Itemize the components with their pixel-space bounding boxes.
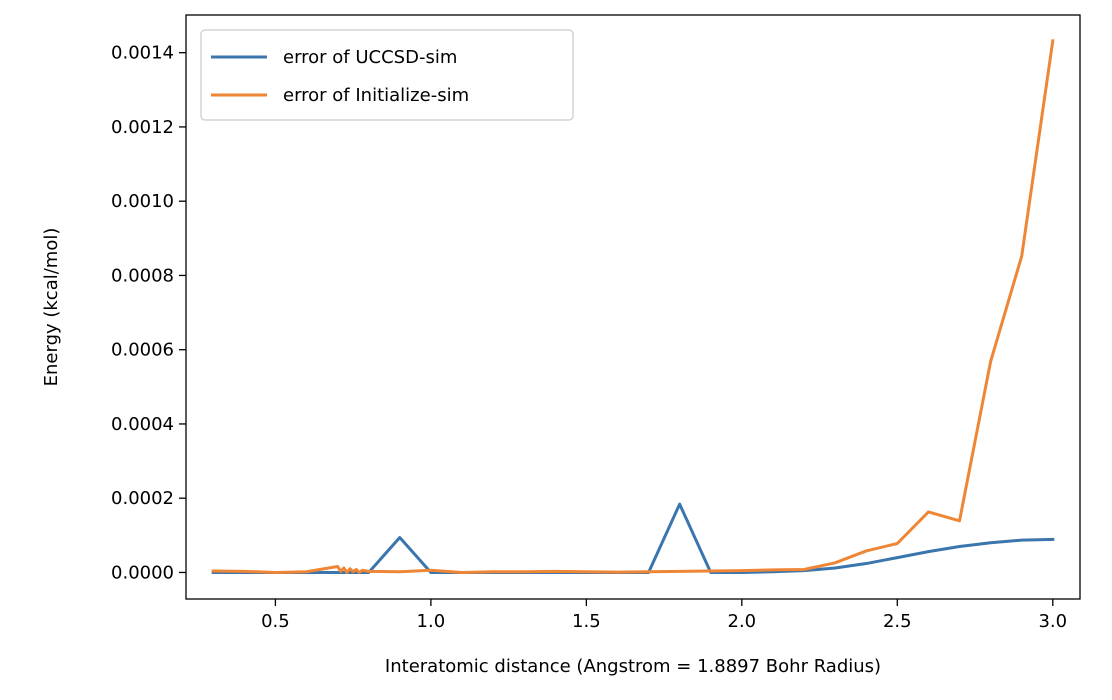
y-tick-label: 0.0000 — [111, 562, 174, 583]
x-axis-label: Interatomic distance (Angstrom = 1.8897 … — [385, 656, 881, 677]
y-tick-label: 0.0014 — [111, 43, 174, 64]
y-axis-label: Energy (kcal/mol) — [41, 228, 62, 387]
y-tick-label: 0.0010 — [111, 191, 174, 212]
x-tick-label: 3.0 — [1038, 611, 1067, 632]
x-tick-label: 1.0 — [417, 611, 446, 632]
x-tick-label: 0.5 — [261, 611, 290, 632]
series-layer — [211, 39, 1055, 574]
legend: error of UCCSD-sim error of Initialize-si… — [200, 29, 574, 121]
legend-label-0: error of UCCSD-sim — [283, 47, 457, 68]
x-tick-label: 2.5 — [883, 611, 912, 632]
y-tick-label: 0.0002 — [111, 488, 174, 509]
plot-frame — [185, 14, 1081, 600]
y-tick-label: 0.0004 — [111, 414, 174, 435]
legend-box — [200, 29, 574, 121]
y-tick-label: 0.0006 — [111, 340, 174, 361]
y-axis: 0.0000 0.0002 0.0004 0.0006 0.0008 0.0010 0.00… — [111, 43, 186, 583]
y-tick-label: 0.0012 — [111, 117, 174, 138]
x-tick-label: 2.0 — [728, 611, 757, 632]
x-axis: 0.5 1.0 1.5 2.0 2.5 3.0 — [261, 599, 1067, 632]
x-tick-label: 1.5 — [572, 611, 601, 632]
y-tick-label: 0.0008 — [111, 265, 174, 286]
legend-label-1: error of Initialize-sim — [283, 85, 469, 106]
series-line-1 — [211, 39, 1055, 574]
plot-area — [185, 14, 1081, 600]
